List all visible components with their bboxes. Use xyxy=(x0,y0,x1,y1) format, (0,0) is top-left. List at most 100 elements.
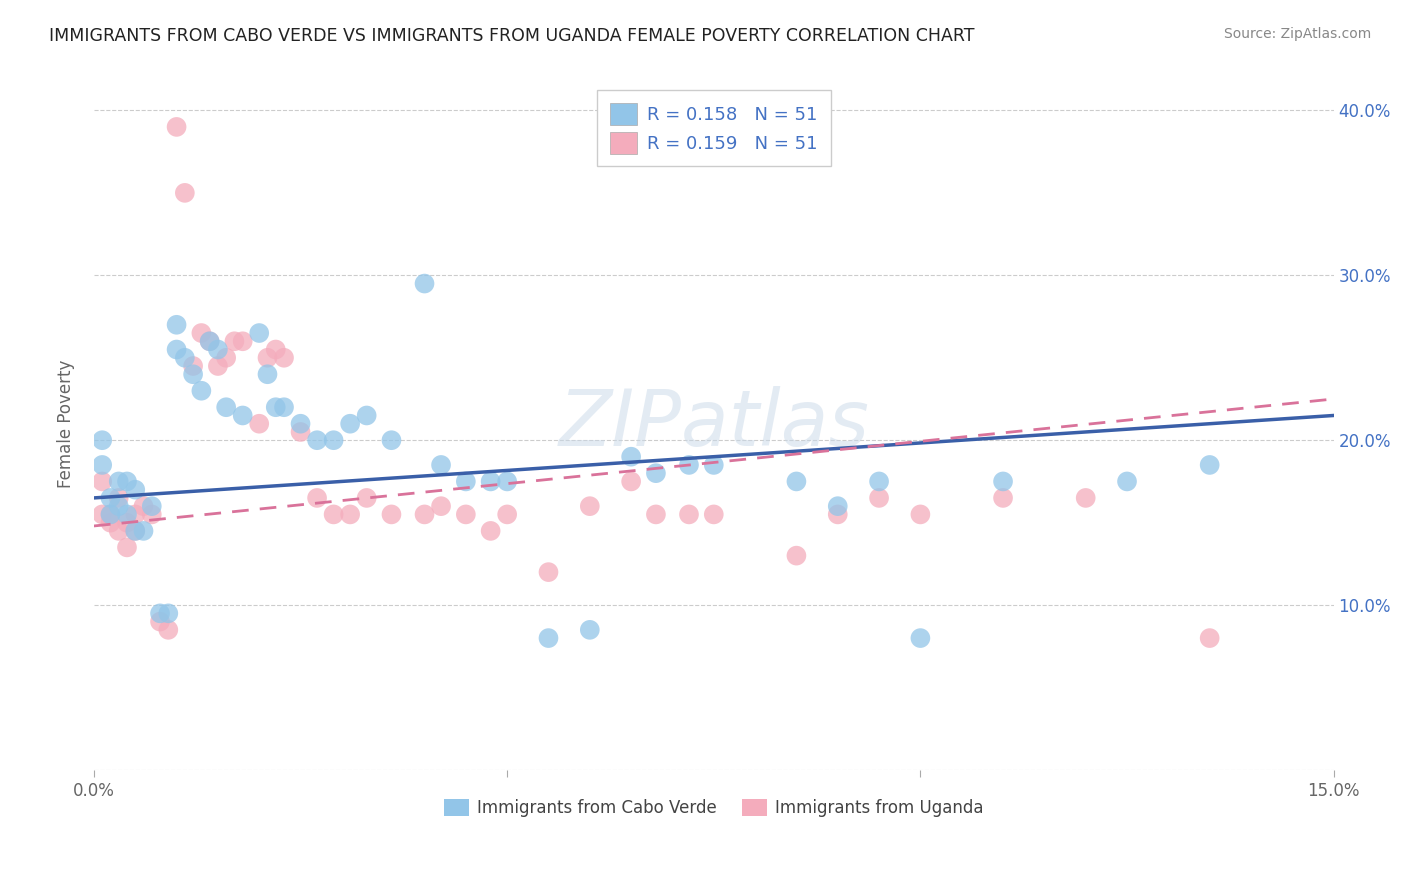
Point xyxy=(198,334,221,349)
Point xyxy=(380,508,402,522)
Point xyxy=(356,409,378,423)
Point xyxy=(107,491,129,505)
Point xyxy=(868,491,890,505)
Point xyxy=(166,343,188,357)
Point xyxy=(115,541,138,555)
Point xyxy=(91,475,114,489)
Point xyxy=(157,607,180,621)
Point xyxy=(232,409,254,423)
Point xyxy=(141,508,163,522)
Point xyxy=(273,401,295,415)
Point xyxy=(620,450,643,464)
Point xyxy=(479,475,502,489)
Point xyxy=(190,384,212,398)
Point xyxy=(290,417,312,431)
Point xyxy=(785,475,807,489)
Point xyxy=(380,434,402,448)
Point xyxy=(273,351,295,365)
Point xyxy=(256,351,278,365)
Point xyxy=(107,475,129,489)
Point xyxy=(100,508,122,522)
Point xyxy=(91,458,114,472)
Point xyxy=(181,359,204,373)
Point xyxy=(454,508,477,522)
Point xyxy=(290,425,312,439)
Point xyxy=(264,401,287,415)
Point xyxy=(100,516,122,530)
Point xyxy=(620,475,643,489)
Point xyxy=(645,508,668,522)
Point xyxy=(215,351,238,365)
Point xyxy=(256,368,278,382)
Point xyxy=(1198,631,1220,645)
Point xyxy=(181,368,204,382)
Point xyxy=(827,508,849,522)
Point xyxy=(107,524,129,538)
Point xyxy=(124,483,146,497)
Y-axis label: Female Poverty: Female Poverty xyxy=(58,359,75,488)
Point xyxy=(91,508,114,522)
Point xyxy=(100,491,122,505)
Point xyxy=(991,491,1014,505)
Point xyxy=(247,417,270,431)
Point xyxy=(339,508,361,522)
Point xyxy=(703,458,725,472)
Point xyxy=(224,334,246,349)
Point xyxy=(1198,458,1220,472)
Point xyxy=(91,434,114,448)
Point xyxy=(166,120,188,134)
Point xyxy=(141,499,163,513)
Point xyxy=(132,499,155,513)
Point xyxy=(132,524,155,538)
Point xyxy=(173,351,195,365)
Point xyxy=(479,524,502,538)
Point xyxy=(430,458,453,472)
Point xyxy=(496,475,519,489)
Point xyxy=(100,508,122,522)
Point xyxy=(537,631,560,645)
Point xyxy=(124,508,146,522)
Point xyxy=(166,318,188,332)
Point xyxy=(645,466,668,480)
Point xyxy=(115,508,138,522)
Legend: Immigrants from Cabo Verde, Immigrants from Uganda: Immigrants from Cabo Verde, Immigrants f… xyxy=(437,792,990,824)
Text: ZIPatlas: ZIPatlas xyxy=(558,385,869,462)
Point xyxy=(413,277,436,291)
Point xyxy=(703,508,725,522)
Point xyxy=(322,508,344,522)
Point xyxy=(578,499,600,513)
Point xyxy=(678,508,700,522)
Point xyxy=(307,434,329,448)
Point xyxy=(124,524,146,538)
Point xyxy=(454,475,477,489)
Point xyxy=(322,434,344,448)
Point xyxy=(991,475,1014,489)
Point xyxy=(678,458,700,472)
Point xyxy=(157,623,180,637)
Point xyxy=(578,623,600,637)
Point xyxy=(215,401,238,415)
Point xyxy=(247,326,270,340)
Point xyxy=(198,334,221,349)
Point xyxy=(910,631,932,645)
Text: IMMIGRANTS FROM CABO VERDE VS IMMIGRANTS FROM UGANDA FEMALE POVERTY CORRELATION : IMMIGRANTS FROM CABO VERDE VS IMMIGRANTS… xyxy=(49,27,974,45)
Point xyxy=(827,499,849,513)
Point xyxy=(785,549,807,563)
Point xyxy=(496,508,519,522)
Point xyxy=(264,343,287,357)
Point xyxy=(868,475,890,489)
Point xyxy=(537,565,560,579)
Point xyxy=(339,417,361,431)
Point xyxy=(207,359,229,373)
Point xyxy=(190,326,212,340)
Point xyxy=(115,475,138,489)
Point xyxy=(107,499,129,513)
Point xyxy=(1116,475,1139,489)
Point xyxy=(307,491,329,505)
Point xyxy=(413,508,436,522)
Point xyxy=(149,607,172,621)
Point xyxy=(910,508,932,522)
Point xyxy=(232,334,254,349)
Point xyxy=(356,491,378,505)
Text: Source: ZipAtlas.com: Source: ZipAtlas.com xyxy=(1223,27,1371,41)
